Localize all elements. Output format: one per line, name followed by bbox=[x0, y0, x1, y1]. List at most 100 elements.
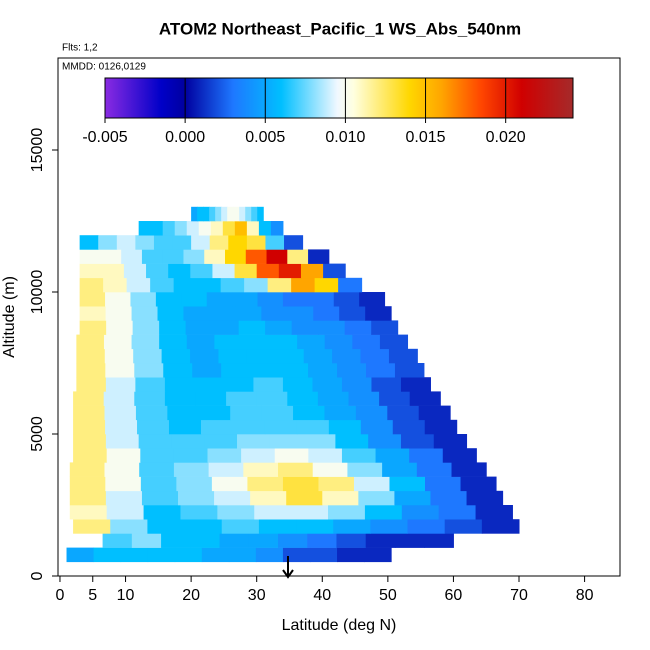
heat-cell bbox=[138, 434, 172, 449]
heat-cell bbox=[225, 249, 247, 264]
heat-cell bbox=[256, 263, 280, 279]
heat-cell bbox=[251, 206, 258, 222]
heat-cell bbox=[265, 235, 285, 250]
heat-cell bbox=[221, 519, 260, 534]
flight-arrow bbox=[282, 556, 294, 579]
heat-cell bbox=[433, 434, 468, 449]
heat-cell bbox=[258, 221, 272, 236]
heat-cell bbox=[234, 221, 248, 236]
heat-cell bbox=[264, 419, 298, 435]
heat-cell bbox=[261, 306, 288, 321]
heat-cell bbox=[282, 547, 311, 563]
heat-cell bbox=[217, 505, 255, 520]
heat-cell bbox=[308, 363, 338, 378]
heat-cell bbox=[233, 206, 240, 222]
heat-cell bbox=[184, 519, 223, 534]
heat-cell bbox=[228, 547, 257, 563]
heat-cell bbox=[284, 235, 304, 250]
heat-cell bbox=[161, 348, 191, 364]
y-axis-label: Altitude (m) bbox=[1, 276, 18, 358]
heat-cell bbox=[296, 519, 334, 534]
heat-cell bbox=[266, 249, 288, 264]
heat-cell bbox=[475, 505, 513, 520]
heat-cell bbox=[214, 334, 243, 350]
heat-cell bbox=[371, 320, 399, 335]
heat-cell bbox=[275, 348, 305, 364]
heat-cell bbox=[105, 434, 140, 449]
heat-cell bbox=[460, 476, 497, 492]
heat-cell bbox=[73, 419, 106, 435]
heat-cell bbox=[360, 348, 390, 364]
heat-cell bbox=[400, 377, 431, 392]
heat-cell bbox=[106, 505, 145, 520]
heat-cell bbox=[282, 476, 319, 492]
heat-cell bbox=[394, 363, 425, 378]
heat-cell bbox=[201, 547, 230, 563]
heat-cell bbox=[163, 363, 193, 378]
heat-cell bbox=[141, 490, 179, 506]
heat-cell bbox=[379, 334, 409, 350]
heat-cell bbox=[308, 249, 330, 264]
heat-cell bbox=[183, 306, 210, 321]
heat-cell bbox=[287, 391, 319, 406]
heat-cell bbox=[219, 533, 250, 548]
heat-cell bbox=[246, 348, 276, 364]
heat-cell bbox=[106, 320, 134, 335]
heat-cell bbox=[101, 263, 125, 279]
heat-cell bbox=[150, 221, 164, 236]
heat-cell bbox=[375, 448, 410, 463]
heat-cell bbox=[332, 348, 362, 364]
heat-cell bbox=[69, 462, 106, 477]
heat-cell bbox=[204, 249, 226, 264]
heat-cell bbox=[104, 348, 134, 364]
heat-cell bbox=[324, 334, 353, 350]
y-tick-label: 15000 bbox=[29, 128, 46, 173]
heat-cell bbox=[79, 277, 104, 293]
heat-cell bbox=[339, 306, 366, 321]
heat-cell bbox=[209, 306, 236, 321]
heat-cell bbox=[364, 547, 392, 563]
y-tick-label: 5000 bbox=[29, 416, 46, 452]
heat-cell bbox=[207, 448, 242, 463]
heat-cell bbox=[425, 476, 462, 492]
heat-cell bbox=[481, 519, 520, 534]
heat-cell bbox=[256, 391, 288, 406]
note: Flts: 1,2 bbox=[62, 43, 98, 54]
heat-cell bbox=[73, 391, 105, 406]
heat-cell bbox=[79, 320, 107, 335]
heat-cell bbox=[438, 505, 477, 520]
heat-cell bbox=[333, 519, 371, 534]
heat-cell bbox=[79, 292, 106, 307]
heat-cell bbox=[258, 519, 297, 534]
heat-cell bbox=[389, 476, 426, 492]
x-tick-label: 20 bbox=[182, 587, 200, 604]
colorbar-tick-label: 0.010 bbox=[325, 129, 365, 146]
heat-cell bbox=[103, 391, 135, 406]
heat-cell bbox=[274, 448, 309, 463]
heat-cell bbox=[150, 277, 175, 293]
heat-cell bbox=[243, 462, 279, 477]
heat-cell bbox=[210, 221, 224, 236]
heat-cell bbox=[379, 391, 411, 406]
heat-cell bbox=[140, 476, 177, 492]
heat-cell bbox=[98, 235, 118, 250]
heat-cell bbox=[234, 263, 258, 279]
heat-cell bbox=[337, 547, 365, 563]
heat-cell bbox=[131, 334, 160, 350]
heat-cell bbox=[241, 334, 271, 350]
heat-cell bbox=[337, 363, 367, 378]
heat-cell bbox=[221, 363, 251, 378]
heat-cell bbox=[365, 533, 396, 548]
x-tick-label: 0 bbox=[56, 587, 65, 604]
heat-cell bbox=[192, 363, 222, 378]
heat-cell bbox=[232, 292, 259, 307]
heat-cell bbox=[424, 419, 458, 435]
heat-cell bbox=[246, 221, 260, 236]
heat-cell bbox=[241, 448, 276, 463]
heat-cell bbox=[191, 235, 211, 250]
heat-cell bbox=[286, 490, 323, 506]
heat-cell bbox=[135, 405, 168, 421]
heat-cell bbox=[215, 206, 222, 222]
x-tick-label: 40 bbox=[313, 587, 331, 604]
heat-cell bbox=[409, 391, 441, 406]
